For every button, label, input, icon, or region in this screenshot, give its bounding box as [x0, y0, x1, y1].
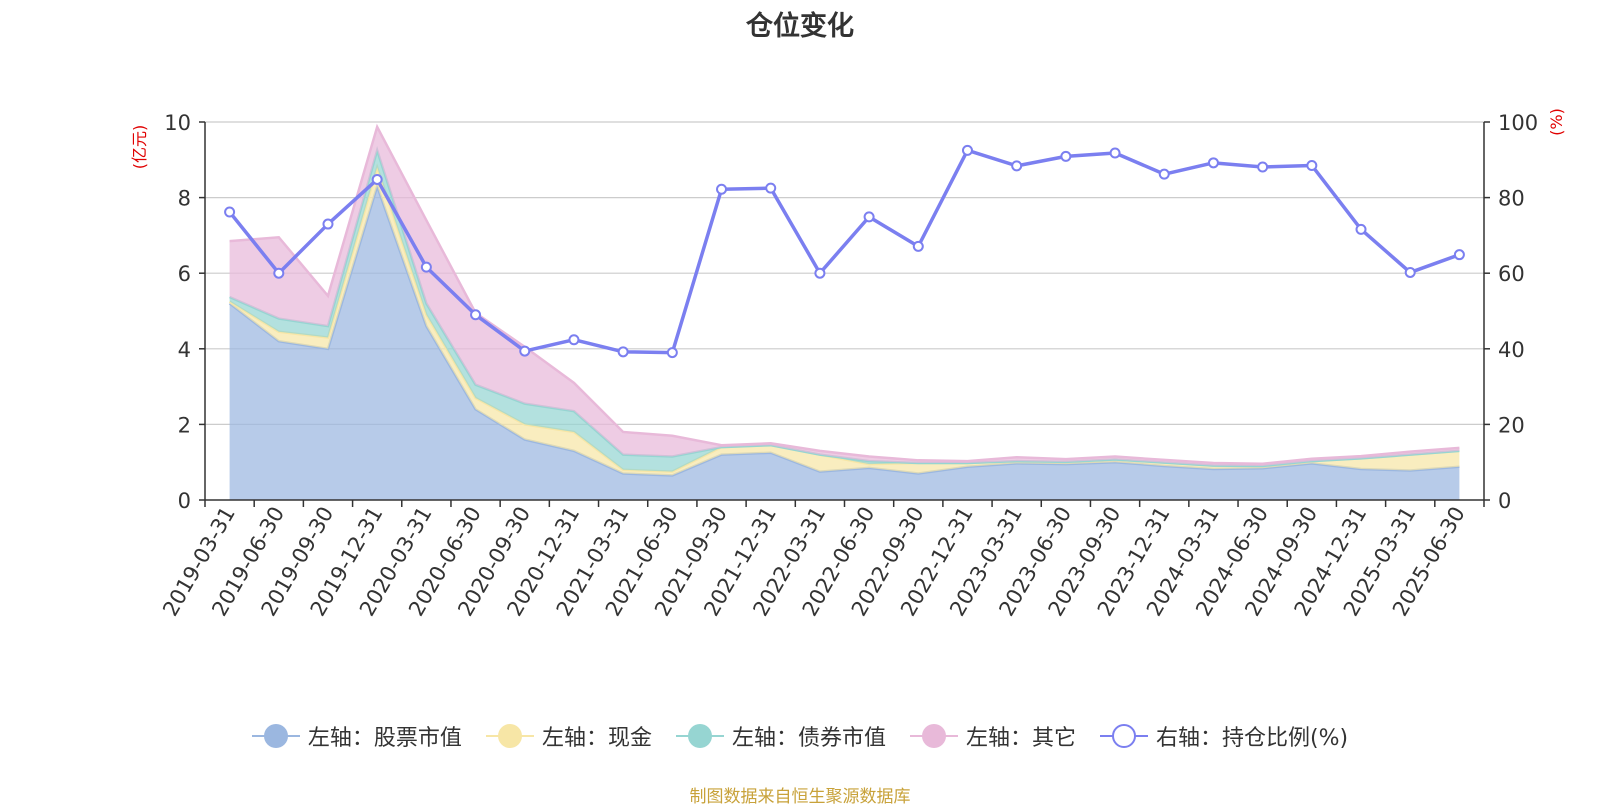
- ratio-line-point: [1207, 157, 1219, 169]
- area-series-edge-3: [229, 123, 1460, 465]
- ratio-line-point: [371, 173, 383, 185]
- ratio-line-point: [1060, 150, 1072, 162]
- legend-label: 左轴：债券市值: [731, 726, 886, 751]
- legend-area-marker-icon: [909, 724, 958, 748]
- legend-item[interactable]: 右轴：持仓比例(%): [1099, 720, 1349, 752]
- ratio-line-point: [273, 267, 285, 279]
- ratio-line-point: [912, 240, 924, 252]
- legend-label: 左轴：其它: [965, 726, 1076, 751]
- area-series-0: [229, 186, 1460, 500]
- left-tick-label: 0: [178, 489, 191, 513]
- legend-area-marker-icon: [485, 724, 534, 748]
- ratio-line-path: [228, 148, 1460, 355]
- area-series-3: [229, 126, 1460, 466]
- ratio-line-point: [1453, 249, 1465, 261]
- legend-item[interactable]: 左轴：股票市值: [251, 720, 462, 752]
- left-tick-label: 4: [178, 338, 191, 362]
- ratio-line-point: [961, 144, 973, 156]
- ratio-line-point: [1355, 223, 1367, 235]
- ratio-line-point: [765, 182, 777, 194]
- right-axis-unit-label: (%): [1547, 108, 1566, 136]
- left-tick-label: 10: [164, 111, 191, 135]
- right-tick-label: 80: [1498, 187, 1525, 211]
- ratio-line-point: [224, 206, 236, 218]
- legend-area-marker-icon: [675, 724, 724, 748]
- legend: 左轴：股票市值 左轴：现金 左轴：债券市值 左轴：其它 右轴：持仓比例(%): [0, 720, 1600, 752]
- right-tick-label: 60: [1498, 262, 1525, 286]
- right-tick-label: 40: [1498, 338, 1525, 362]
- ratio-line-point: [1158, 168, 1170, 180]
- ratio-line-point: [863, 211, 875, 223]
- legend-label: 左轴：股票市值: [307, 726, 462, 751]
- right-tick-label: 20: [1498, 413, 1525, 437]
- ratio-line-point: [617, 346, 629, 358]
- legend-line-marker-icon: [1099, 724, 1148, 748]
- left-tick-label: 2: [178, 413, 191, 437]
- ratio-line-point: [1011, 160, 1023, 172]
- ratio-line-point: [519, 345, 531, 357]
- ratio-line-point: [666, 347, 678, 359]
- legend-item[interactable]: 左轴：其它: [909, 720, 1076, 752]
- ratio-line-point: [322, 218, 334, 230]
- legend-label: 右轴：持仓比例(%): [1155, 726, 1349, 751]
- ratio-line-point: [1306, 159, 1318, 171]
- left-tick-label: 8: [178, 187, 191, 211]
- ratio-line-point: [1404, 266, 1416, 278]
- chart-title: 仓位变化: [746, 11, 854, 42]
- source-note: 制图数据来自恒生聚源数据库: [689, 787, 911, 807]
- right-tick-label: 100: [1498, 111, 1538, 135]
- legend-item[interactable]: 左轴：债券市值: [675, 720, 886, 752]
- ratio-line-point: [814, 267, 826, 279]
- ratio-line-point: [716, 183, 728, 195]
- ratio-line-point: [1109, 147, 1121, 159]
- ratio-line: [224, 144, 1465, 359]
- right-tick-label: 0: [1498, 489, 1511, 513]
- legend-label: 左轴：现金: [541, 726, 652, 751]
- left-axis-unit-label: (亿元): [130, 125, 149, 170]
- ratio-line-point: [470, 309, 482, 321]
- ratio-line-point: [568, 334, 580, 346]
- stacked-areas: [228, 123, 1460, 500]
- ratio-line-point: [1257, 161, 1269, 173]
- legend-item[interactable]: 左轴：现金: [485, 720, 652, 752]
- left-tick-label: 6: [178, 262, 191, 286]
- ratio-line-point: [420, 261, 432, 273]
- legend-area-marker-icon: [251, 724, 300, 748]
